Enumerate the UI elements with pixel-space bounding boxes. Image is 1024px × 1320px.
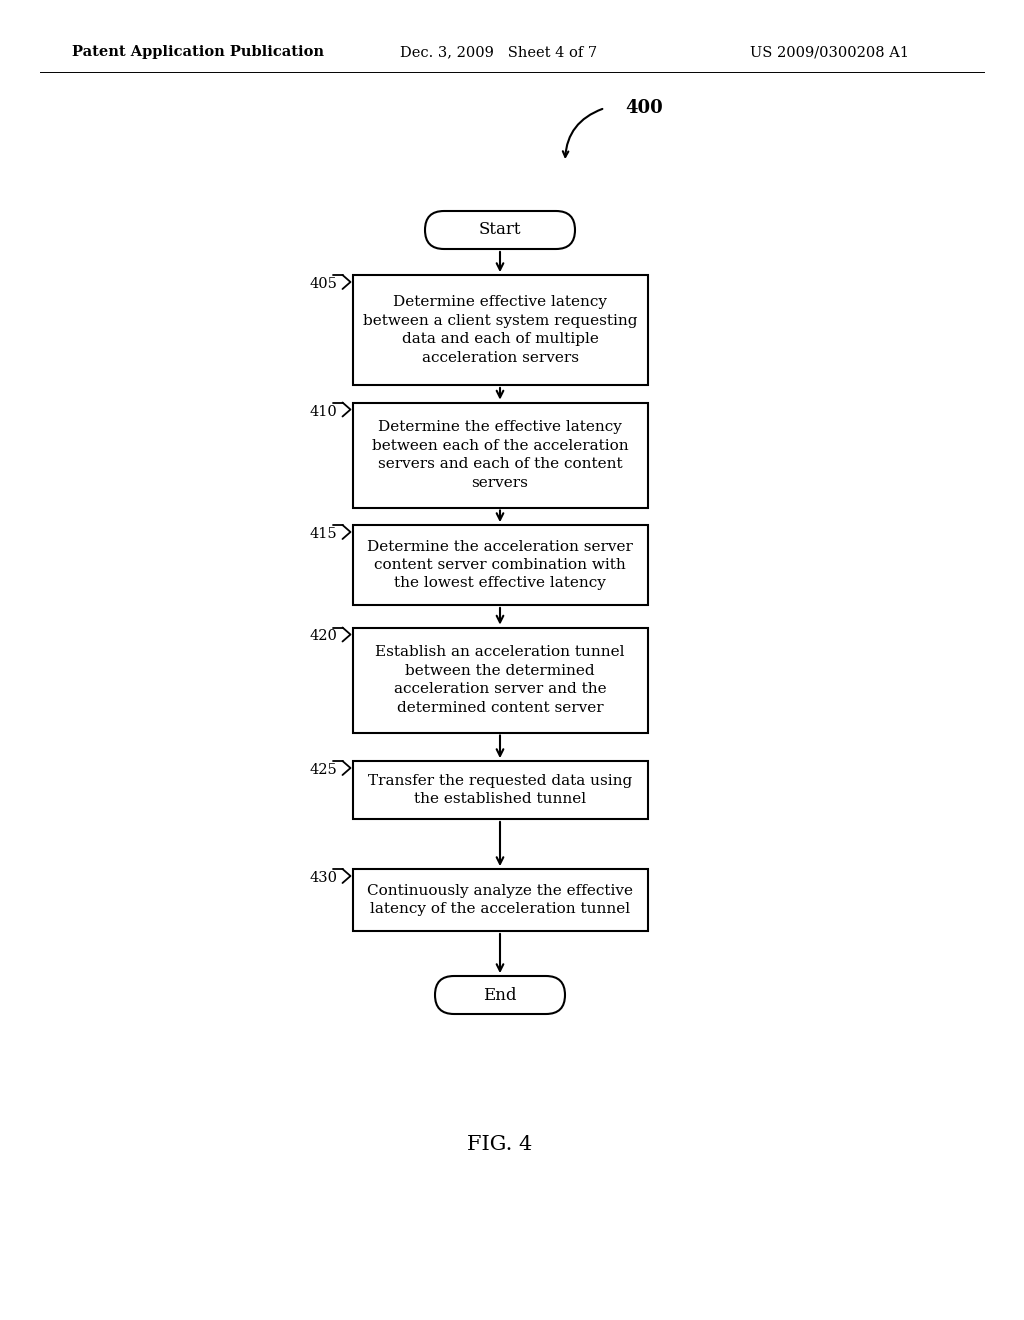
FancyBboxPatch shape	[352, 627, 647, 733]
Text: 420: 420	[309, 630, 338, 644]
Text: 430: 430	[309, 871, 338, 884]
FancyBboxPatch shape	[425, 211, 575, 249]
Text: Continuously analyze the effective
latency of the acceleration tunnel: Continuously analyze the effective laten…	[367, 884, 633, 916]
FancyBboxPatch shape	[352, 762, 647, 818]
Text: Transfer the requested data using
the established tunnel: Transfer the requested data using the es…	[368, 774, 632, 807]
Text: Determine the acceleration server
content server combination with
the lowest eff: Determine the acceleration server conten…	[367, 540, 633, 590]
Text: Determine effective latency
between a client system requesting
data and each of : Determine effective latency between a cl…	[362, 296, 637, 364]
FancyBboxPatch shape	[435, 975, 565, 1014]
Text: US 2009/0300208 A1: US 2009/0300208 A1	[750, 45, 909, 59]
FancyBboxPatch shape	[352, 275, 647, 385]
Text: Determine the effective latency
between each of the acceleration
servers and eac: Determine the effective latency between …	[372, 420, 629, 490]
Text: 405: 405	[309, 277, 338, 290]
Text: Dec. 3, 2009   Sheet 4 of 7: Dec. 3, 2009 Sheet 4 of 7	[400, 45, 597, 59]
FancyBboxPatch shape	[352, 525, 647, 605]
Text: Patent Application Publication: Patent Application Publication	[72, 45, 324, 59]
Text: End: End	[483, 986, 517, 1003]
Text: Start: Start	[479, 222, 521, 239]
Text: 410: 410	[309, 404, 338, 418]
Text: 415: 415	[310, 527, 338, 541]
Text: 400: 400	[625, 99, 663, 117]
Text: 425: 425	[309, 763, 338, 777]
FancyBboxPatch shape	[352, 403, 647, 507]
Text: Establish an acceleration tunnel
between the determined
acceleration server and : Establish an acceleration tunnel between…	[375, 645, 625, 714]
Text: FIG. 4: FIG. 4	[467, 1135, 532, 1155]
FancyBboxPatch shape	[352, 869, 647, 931]
